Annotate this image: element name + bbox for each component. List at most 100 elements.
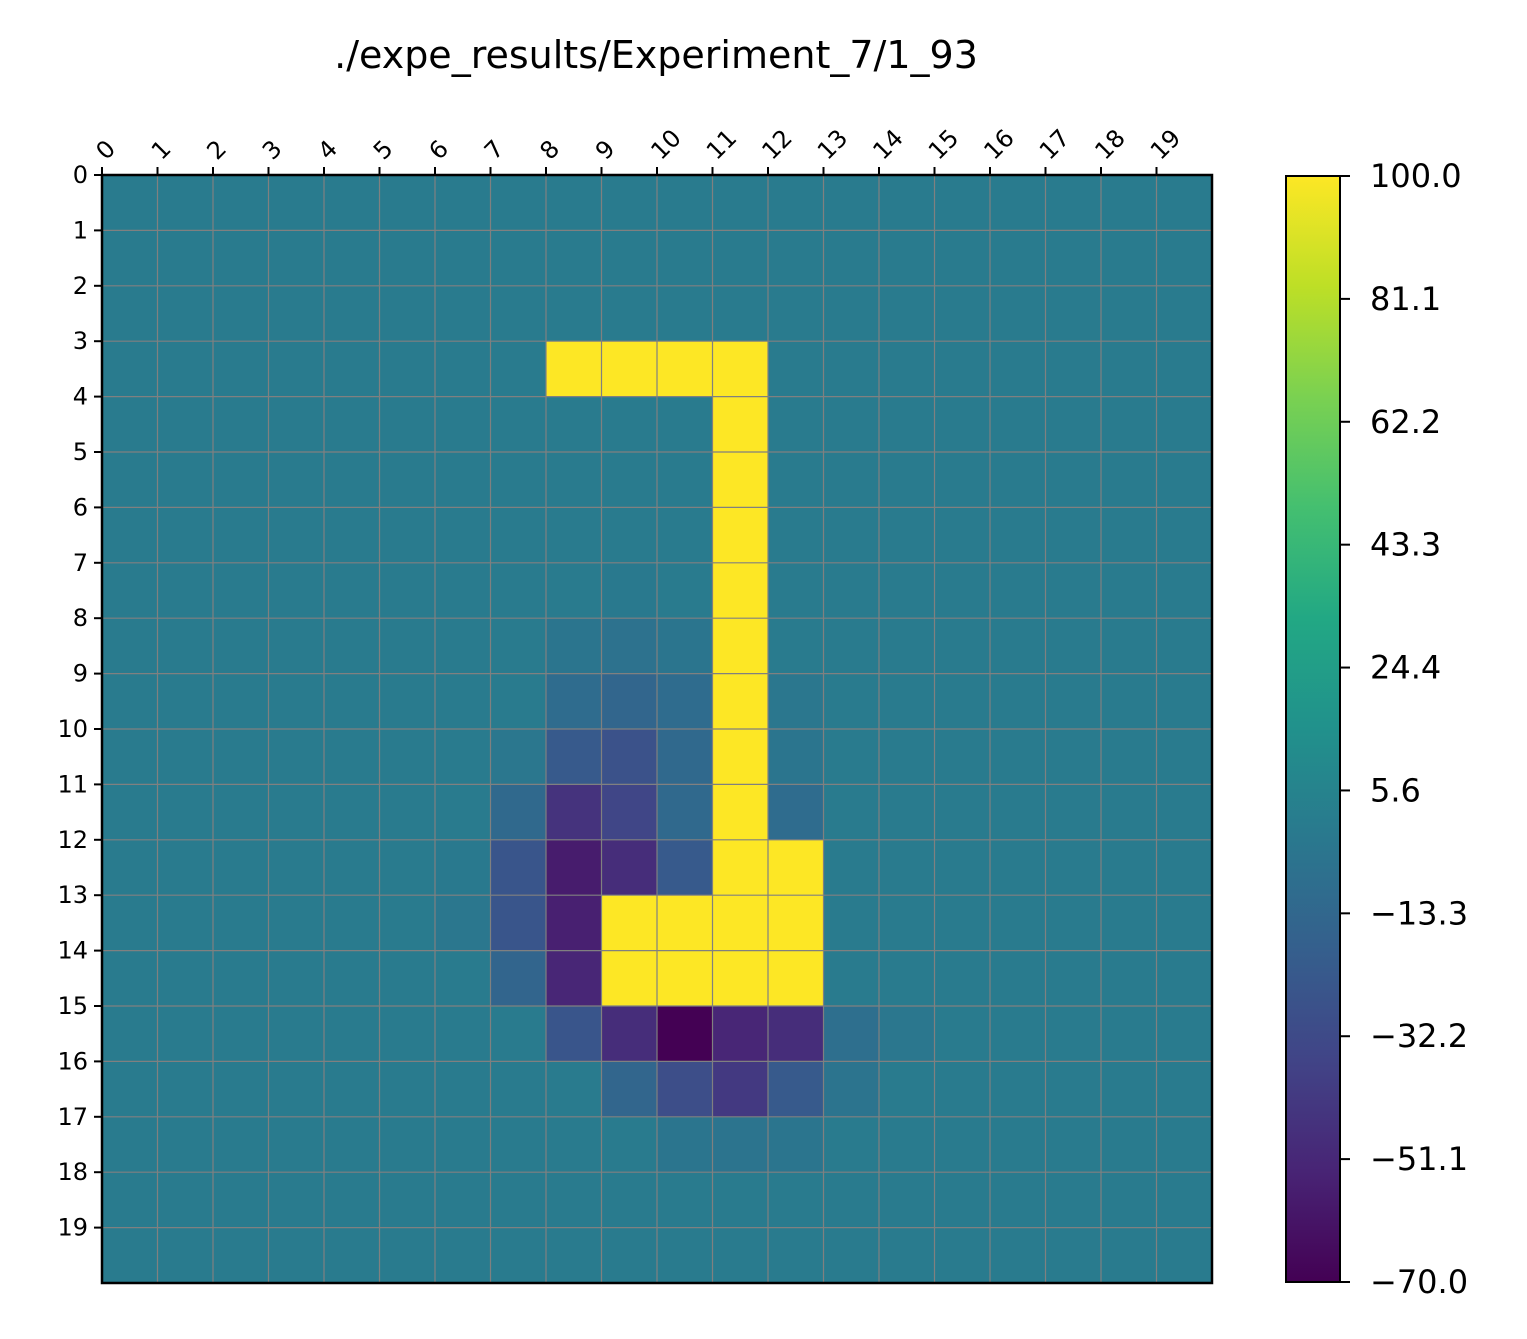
y-tick-label: 14 — [57, 937, 88, 965]
heatmap-cell — [157, 285, 214, 342]
heatmap-cell — [1045, 452, 1102, 508]
heatmap-cell — [379, 1006, 436, 1062]
heatmap-cell — [768, 452, 825, 508]
heatmap-cell — [934, 950, 991, 1007]
y-tick-label: 13 — [57, 881, 88, 909]
heatmap-cell — [546, 618, 603, 675]
heatmap-cell — [213, 839, 270, 896]
heatmap-cell — [879, 1116, 936, 1173]
heatmap-cell — [102, 1227, 159, 1284]
heatmap-cell — [324, 1006, 381, 1062]
heatmap-cell — [990, 1116, 1047, 1173]
heatmap-cell — [324, 839, 381, 896]
x-tick-label: 14 — [867, 124, 908, 165]
heatmap-cell — [490, 1172, 547, 1229]
heatmap-cell — [823, 396, 880, 453]
colorbar-tick-label: −32.2 — [1370, 1017, 1468, 1055]
y-tick-label: 4 — [73, 383, 88, 411]
heatmap-cell — [324, 895, 381, 952]
heatmap-cell — [990, 175, 1047, 231]
heatmap-cell — [490, 729, 547, 785]
heatmap-cell — [712, 895, 769, 952]
y-tick-label: 2 — [73, 272, 88, 300]
heatmap-cell — [657, 1227, 714, 1284]
heatmap-cell — [712, 452, 769, 508]
heatmap-cell — [657, 1116, 714, 1173]
heatmap-cell — [1101, 673, 1158, 730]
heatmap-cell — [601, 950, 658, 1007]
y-tick-label: 6 — [73, 493, 88, 521]
heatmap-cell — [379, 175, 436, 231]
heatmap-cell — [768, 562, 825, 619]
heatmap-cell — [324, 1172, 381, 1229]
heatmap-cell — [490, 673, 547, 730]
heatmap-cell — [823, 1116, 880, 1173]
heatmap-cell — [157, 673, 214, 730]
heatmap-cell — [102, 950, 159, 1007]
heatmap-cell — [657, 618, 714, 675]
heatmap-cell — [490, 1006, 547, 1062]
x-tick-label: 6 — [423, 135, 454, 166]
heatmap-cell — [546, 1172, 603, 1229]
heatmap-cell — [879, 1006, 936, 1062]
heatmap-cell — [102, 396, 159, 453]
x-tick-label: 17 — [1034, 124, 1075, 165]
colorbar-tick-label: 62.2 — [1370, 403, 1441, 441]
heatmap-cell — [934, 784, 991, 841]
heatmap-cell — [1045, 230, 1102, 287]
heatmap-cell — [379, 1061, 436, 1118]
heatmap-cell — [546, 1061, 603, 1118]
x-tick-label: 2 — [201, 135, 232, 166]
heatmap-cell — [879, 618, 936, 675]
heatmap-cell — [934, 673, 991, 730]
heatmap-cell — [435, 950, 492, 1007]
heatmap-cell — [990, 1227, 1047, 1284]
heatmap-cell — [324, 618, 381, 675]
heatmap-cell — [1101, 1227, 1158, 1284]
heatmap-cell — [1045, 729, 1102, 785]
heatmap-cell — [379, 1227, 436, 1284]
heatmap-cell — [1045, 895, 1102, 952]
heatmap-cell — [601, 175, 658, 231]
heatmap-cell — [490, 175, 547, 231]
heatmap-cell — [990, 507, 1047, 564]
heatmap-cell — [823, 562, 880, 619]
heatmap-cell — [546, 507, 603, 564]
heatmap-cell — [546, 562, 603, 619]
heatmap-cell — [1101, 562, 1158, 619]
heatmap-cell — [712, 175, 769, 231]
heatmap-cell — [823, 1172, 880, 1229]
heatmap-cell — [546, 230, 603, 287]
heatmap-cell — [435, 729, 492, 785]
y-tick-label: 1 — [73, 216, 88, 244]
y-tick-label: 8 — [73, 604, 88, 632]
heatmap-cell — [157, 452, 214, 508]
y-tick-label: 10 — [57, 715, 88, 743]
heatmap-cell — [1156, 618, 1213, 675]
x-tick-label: 7 — [479, 135, 510, 166]
heatmap-cell — [990, 452, 1047, 508]
heatmap-cell — [1156, 1006, 1213, 1062]
heatmap-cell — [601, 1061, 658, 1118]
heatmap-cell — [1045, 562, 1102, 619]
heatmap-cell — [934, 175, 991, 231]
x-tick-label: 15 — [923, 124, 964, 165]
heatmap-cell — [1045, 1227, 1102, 1284]
heatmap-cell — [712, 784, 769, 841]
heatmap-cell — [435, 285, 492, 342]
heatmap-cell — [157, 396, 214, 453]
heatmap-cell — [823, 341, 880, 398]
heatmap-cell — [324, 562, 381, 619]
x-tick-label: 4 — [312, 135, 343, 166]
heatmap-cell — [823, 729, 880, 785]
heatmap-cell — [879, 895, 936, 952]
heatmap-cell — [934, 729, 991, 785]
heatmap-cell — [768, 895, 825, 952]
heatmap-cell — [102, 784, 159, 841]
heatmap-cell — [379, 452, 436, 508]
heatmap-cell — [1101, 175, 1158, 231]
heatmap-cell — [657, 673, 714, 730]
heatmap-cell — [157, 1006, 214, 1062]
heatmap-cell — [1101, 396, 1158, 453]
